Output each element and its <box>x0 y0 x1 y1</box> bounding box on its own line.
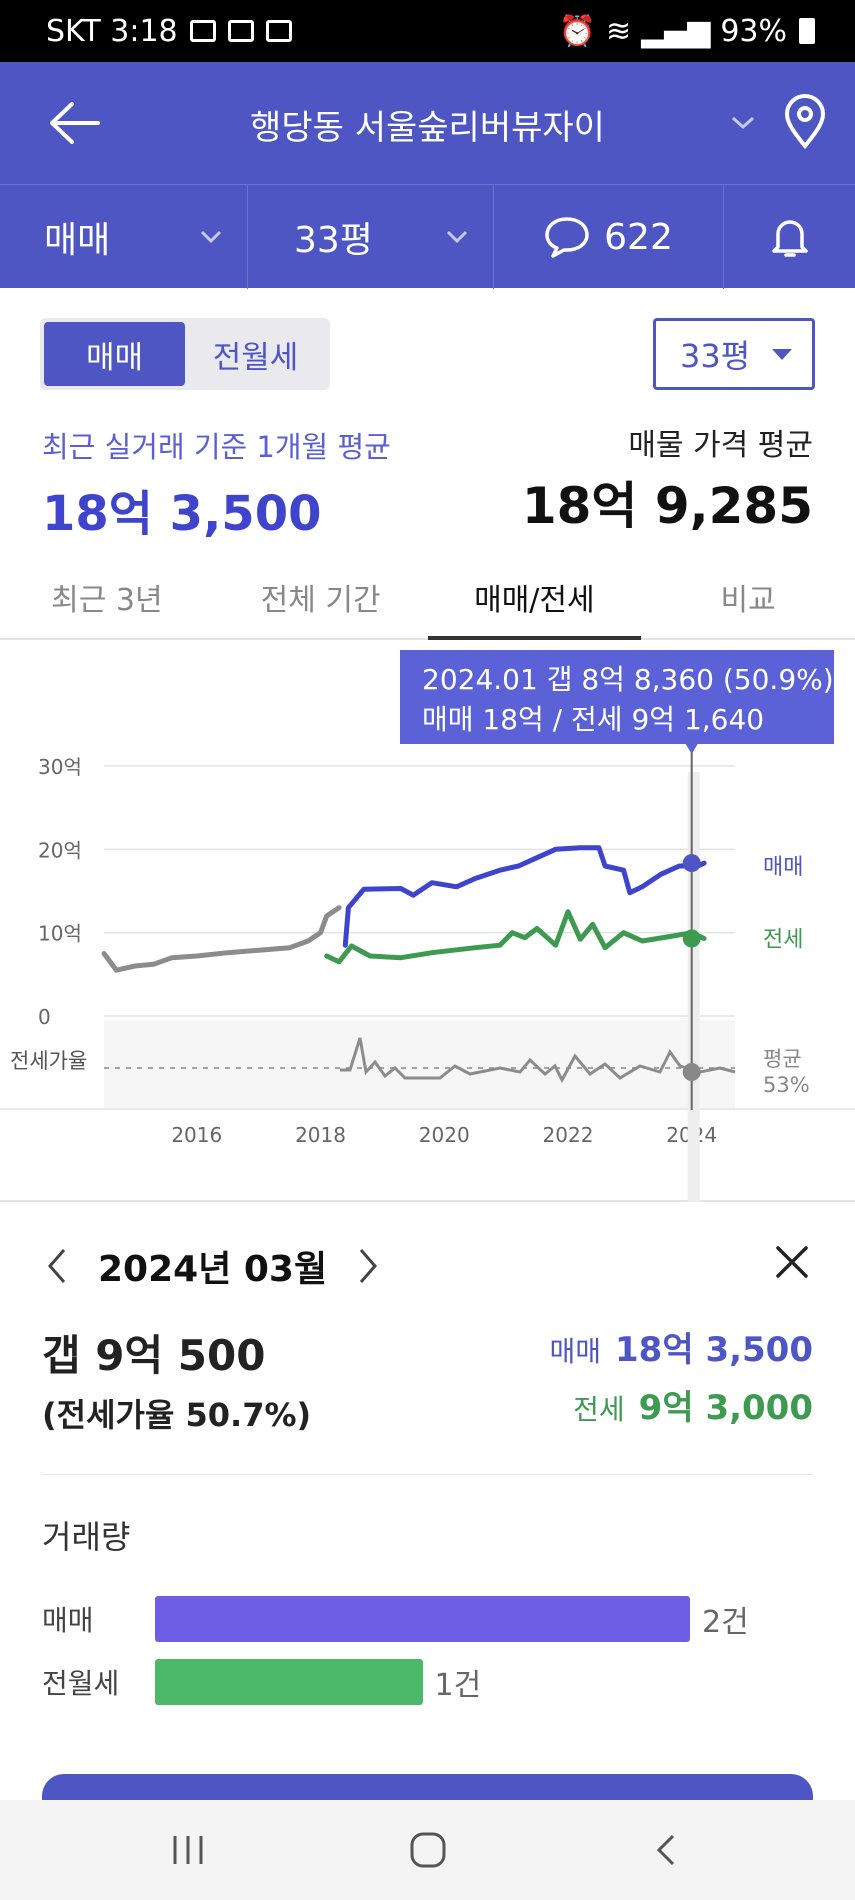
listing-avg-label: 매물 가격 평균 <box>628 428 813 463</box>
tooltip-line-1: 2024.01 갭 8억 8,360 (50.9%) <box>422 663 834 696</box>
tooltip-line-2: 매매 18억 / 전세 9억 1,640 <box>422 703 765 736</box>
series-line <box>101 905 342 973</box>
back-icon[interactable] <box>643 1828 693 1872</box>
segment-sale[interactable]: 매매 <box>44 322 185 386</box>
x-tick-label: 2016 <box>171 1123 222 1147</box>
x-tick-label: 2020 <box>419 1123 470 1147</box>
status-bar: SKT 3:18 ⏰ ≋ ▂▄▆ 93% <box>0 0 855 62</box>
ratio-axis-label: 전세가율 <box>10 1049 87 1073</box>
segment-rent[interactable]: 전월세 <box>212 339 299 376</box>
period-tabs: 최근 3년 전체 기간 매매/전세 비교 <box>0 556 855 640</box>
chevron-right-icon[interactable] <box>349 1242 385 1290</box>
volume-label: 전월세 <box>42 1667 120 1700</box>
y-tick-label: 0 <box>38 1005 51 1029</box>
comments-button[interactable]: 622 <box>494 185 724 289</box>
sale-price-row: 매매 18억 3,500 <box>549 1322 813 1371</box>
ratio-average-value: 53% <box>763 1073 810 1097</box>
calendar-icon <box>265 20 292 42</box>
size-dropdown[interactable]: 33평 <box>248 185 494 289</box>
tooltip-pointer <box>685 744 698 754</box>
volume-count: 1건 <box>434 1668 482 1703</box>
series-line <box>342 845 707 948</box>
chevron-down-icon <box>446 230 468 244</box>
y-tick-label: 20억 <box>38 838 82 862</box>
gap-value: 갭 9억 500 <box>42 1331 266 1380</box>
sale-price-value: 18억 3,500 <box>615 1330 813 1370</box>
ratio-band <box>104 1020 735 1110</box>
comment-count: 622 <box>604 216 673 258</box>
gallery-icon <box>189 20 216 42</box>
page-title[interactable]: 행당동 서울숲리버뷰자이 <box>250 108 605 148</box>
volume-row-rent: 전월세 1건 <box>42 1659 822 1705</box>
deal-segment-control: 매매 전월세 <box>40 318 330 390</box>
battery-icon <box>799 18 815 44</box>
listing-avg-value: 18억 9,285 <box>521 477 813 535</box>
system-nav-bar <box>0 1800 855 1900</box>
battery-level: 93% <box>720 13 787 49</box>
divider <box>42 1474 813 1475</box>
ratio-average-label: 평균 <box>763 1047 802 1071</box>
signal-icon: ▂▄▆ <box>641 13 711 49</box>
jeonse-price-row: 전세 9억 3,000 <box>573 1380 813 1429</box>
chevron-left-icon[interactable] <box>40 1242 76 1290</box>
calendar-icon <box>227 20 254 42</box>
selection-highlight <box>687 772 700 1202</box>
tab-compare[interactable]: 비교 <box>720 583 776 618</box>
jeonse-price-value: 9억 3,000 <box>638 1388 813 1428</box>
volume-count: 2건 <box>702 1605 749 1640</box>
series-line <box>324 909 707 965</box>
home-icon[interactable] <box>403 1828 453 1872</box>
legend-sale: 매매 <box>763 855 803 880</box>
sale-price-label: 매매 <box>549 1335 602 1368</box>
map-pin-icon[interactable] <box>782 94 828 150</box>
caret-down-icon <box>772 349 792 360</box>
recent-avg-value: 18억 3,500 <box>42 486 322 542</box>
month-navigator: 2024년 03월 <box>40 1238 385 1294</box>
recent-avg-label: 최근 실거래 기준 1개월 평균 <box>42 430 391 464</box>
deal-type-label: 매매 <box>44 220 111 261</box>
deal-type-dropdown[interactable]: 매매 <box>0 185 248 289</box>
volume-bar <box>155 1659 423 1705</box>
tab-all-period[interactable]: 전체 기간 <box>260 583 381 618</box>
volume-title: 거래량 <box>42 1518 131 1556</box>
x-tick-label: 2018 <box>295 1123 346 1147</box>
alarm-icon: ⏰ <box>558 13 596 49</box>
y-tick-label: 10억 <box>38 922 82 946</box>
back-arrow-icon[interactable] <box>46 98 102 148</box>
price-chart[interactable]: 30억20억10억0전세가율20162018202020222024매매전세평균… <box>0 642 855 1202</box>
volume-row-sale: 매매 2건 <box>42 1596 822 1642</box>
ratio-series-line <box>340 1037 736 1084</box>
legend-jeonse: 전세 <box>763 928 803 953</box>
size-label: 33평 <box>294 220 373 261</box>
sale-endpoint-dot <box>682 854 701 873</box>
app-bar: 행당동 서울숲리버뷰자이 <box>0 62 855 184</box>
ratio-endpoint-dot <box>682 1063 701 1081</box>
jeonse-endpoint-dot <box>682 929 701 948</box>
close-icon[interactable] <box>770 1240 814 1284</box>
notification-button[interactable] <box>724 185 855 289</box>
size-select[interactable]: 33평 <box>653 318 815 390</box>
y-tick-label: 30억 <box>38 755 82 779</box>
recent-apps-icon[interactable] <box>163 1828 213 1872</box>
carrier-time: SKT 3:18 <box>46 13 178 49</box>
jeonse-ratio: (전세가율 50.7%) <box>42 1396 312 1434</box>
size-select-value: 33평 <box>680 337 751 375</box>
tab-sale-jeonse[interactable]: 매매/전세 <box>427 556 642 640</box>
price-chart-svg: 30억20억10억0전세가율20162018202020222024매매전세평균… <box>0 744 855 1202</box>
wifi-icon: ≋ <box>605 13 632 49</box>
volume-label: 매매 <box>42 1604 94 1637</box>
tab-recent-3y[interactable]: 최근 3년 <box>51 583 163 618</box>
filter-bar: 매매 33평 622 <box>0 184 855 289</box>
chevron-down-icon <box>200 230 222 244</box>
chat-bubble-icon <box>545 217 589 258</box>
x-tick-label: 2022 <box>543 1123 594 1147</box>
selected-month: 2024년 03월 <box>98 1249 328 1290</box>
volume-bar <box>155 1596 690 1642</box>
bell-icon <box>771 220 808 257</box>
jeonse-price-label: 전세 <box>573 1393 625 1426</box>
chart-tooltip: 2024.01 갭 8억 8,360 (50.9%) 매매 18억 / 전세 9… <box>400 650 834 744</box>
chevron-down-icon[interactable] <box>728 102 758 142</box>
